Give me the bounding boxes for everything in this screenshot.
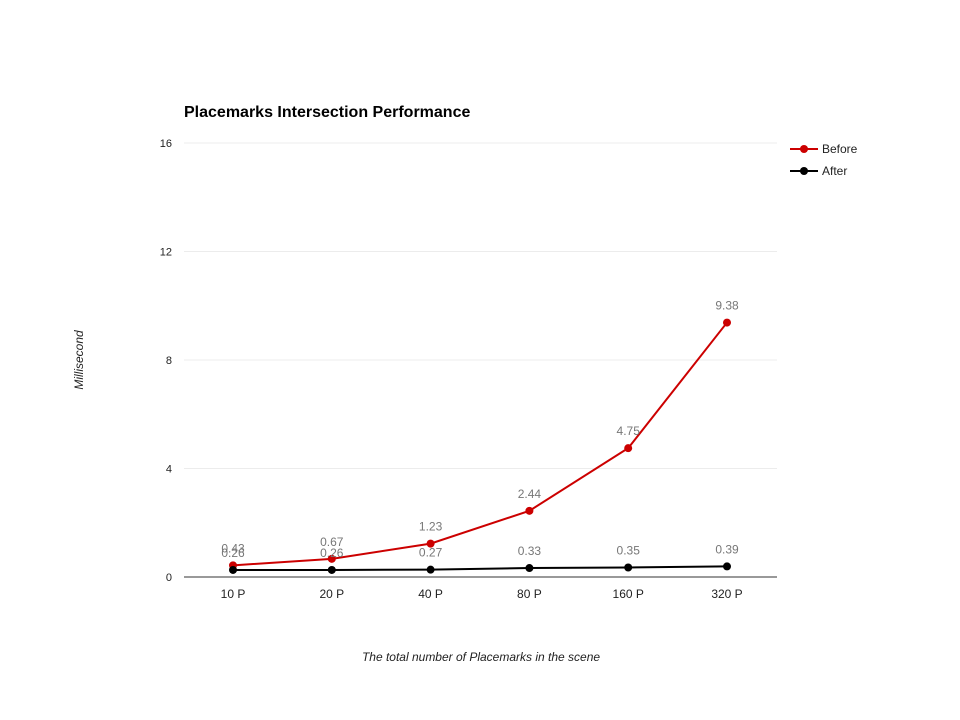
data-point-after[interactable] <box>525 564 534 573</box>
x-tick-label: 160 P <box>613 587 644 601</box>
y-axis-ticks: 0 4 8 12 16 <box>160 138 172 584</box>
data-point-after[interactable] <box>426 565 435 574</box>
x-tick-label: 40 P <box>418 587 443 601</box>
data-label-after: 0.26 <box>221 546 245 560</box>
grid <box>184 142 777 469</box>
x-tick-label: 20 P <box>319 587 344 601</box>
x-tick-label: 10 P <box>221 587 246 601</box>
data-label-after: 0.39 <box>715 542 739 556</box>
x-tick-label: 320 P <box>711 587 742 601</box>
x-axis-ticks: 10 P 20 P 40 P 80 P 160 P 320 P <box>221 587 743 601</box>
y-tick-label: 12 <box>160 247 172 259</box>
data-label-before: 9.38 <box>715 299 739 313</box>
y-tick-label: 16 <box>160 138 172 150</box>
data-label-before: 0.67 <box>320 535 344 549</box>
legend-item-after[interactable]: After <box>790 164 847 178</box>
data-point-before[interactable] <box>624 444 633 453</box>
data-label-before: 4.75 <box>617 424 641 438</box>
data-label-after: 0.33 <box>518 544 542 558</box>
y-tick-label: 0 <box>166 572 172 584</box>
data-label-after: 0.26 <box>320 546 344 560</box>
data-point-before[interactable] <box>327 554 336 563</box>
legend-label: After <box>822 164 847 178</box>
data-label-before: 0.43 <box>221 541 245 555</box>
legend-item-before[interactable]: Before <box>790 142 858 156</box>
data-label-before: 1.23 <box>419 520 443 534</box>
legend-label: Before <box>822 142 858 156</box>
data-point-after[interactable] <box>624 563 633 572</box>
chart-title: Placemarks Intersection Performance <box>184 104 470 121</box>
series-line-before <box>232 321 728 567</box>
data-point-after[interactable] <box>723 562 731 571</box>
legend[interactable]: Before After <box>790 142 858 178</box>
y-axis-title: Millisecond <box>72 330 86 390</box>
data-point-before[interactable] <box>525 506 534 515</box>
data-label-after: 0.27 <box>419 546 443 560</box>
data-label-after: 0.35 <box>617 544 641 558</box>
x-tick-label: 80 P <box>517 587 542 601</box>
series-line-after <box>233 565 728 571</box>
data-point-before[interactable] <box>723 318 731 327</box>
legend-swatch-marker <box>800 145 808 153</box>
legend-swatch-marker <box>800 167 808 175</box>
data-labels: 0.43 0.67 1.23 2.44 4.75 9.38 0.26 0.26 0.27 0.33… <box>221 299 739 560</box>
data-point-after[interactable] <box>327 565 336 574</box>
y-tick-label: 4 <box>166 464 172 476</box>
data-point-before[interactable] <box>426 539 435 548</box>
series <box>229 318 731 574</box>
data-label-before: 2.44 <box>518 487 542 501</box>
y-tick-label: 8 <box>166 355 172 367</box>
data-point-after[interactable] <box>229 565 237 574</box>
x-axis-title: The total number of Placemarks in the sc… <box>362 650 600 664</box>
